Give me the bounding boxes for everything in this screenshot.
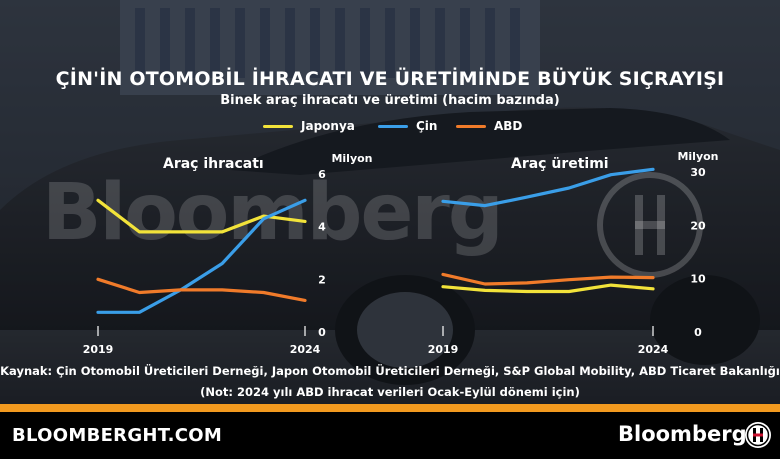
y-axis-unit-label: Milyon (331, 152, 372, 165)
panel-title: Araç üretimi (511, 156, 609, 172)
x-tick-label: 2019 (428, 343, 459, 356)
footer-site-link[interactable]: BLOOMBERGHT.COM (12, 425, 223, 446)
legend-label: ABD (494, 119, 523, 133)
y-tick-label: 6 (318, 168, 326, 181)
series-line-in (96, 198, 307, 314)
legend-swatch (263, 124, 293, 128)
legend-swatch (456, 124, 486, 128)
footer-brand: Bloomberg (618, 422, 747, 446)
footer: BLOOMBERGHT.COM Bloomberg (0, 412, 780, 459)
legend-label: Çin (416, 119, 438, 133)
y-axis-unit-label: Milyon (677, 150, 718, 163)
series-line-japonya (441, 283, 655, 294)
accent-band (0, 404, 780, 412)
y-tick-label: 10 (690, 273, 706, 286)
dark-overlay (0, 0, 780, 410)
legend-item-cin: Çin (378, 116, 437, 136)
legend-item-abd: ABD (456, 116, 522, 136)
y-tick-label: 30 (690, 166, 706, 179)
x-tick-label: 2024 (638, 343, 669, 356)
series-line-japonya (96, 198, 307, 234)
legend-label: Japonya (301, 119, 355, 133)
panel-title: Araç ihracatı (163, 156, 264, 172)
y-tick-label: 20 (690, 219, 706, 232)
y-tick-label: 0 (318, 326, 326, 339)
series-line-in (441, 167, 655, 208)
series-line-abd (96, 277, 307, 302)
series-line-abd (441, 272, 655, 286)
note-text: (Not: 2024 yılı ABD ihracat verileri Oca… (200, 385, 580, 399)
y-tick-label: 0 (694, 326, 702, 339)
legend: Japonya Çin ABD (245, 116, 545, 136)
source-text: Kaynak: Çin Otomobil Üreticileri Derneği… (0, 364, 780, 378)
legend-swatch (378, 124, 408, 128)
y-tick-label: 2 (318, 273, 326, 286)
watermark-logo-icon (597, 172, 703, 278)
x-tick-label: 2024 (290, 343, 321, 356)
legend-item-japonya: Japonya (263, 116, 355, 136)
ht-logo-icon (745, 422, 771, 448)
background-photo (0, 0, 780, 410)
chart-title: ÇİN'İN OTOMOBİL İHRACATI VE ÜRETİMİNDE B… (55, 68, 725, 90)
chart-subtitle: Binek araç ihracatı ve üretimi (hacim ba… (220, 93, 560, 108)
x-tick-label: 2019 (83, 343, 114, 356)
y-tick-label: 4 (318, 221, 326, 234)
charts-svg: Araç ihracatı Milyon 0 2 4 6 2019 2024 Araç üret… (83, 150, 719, 356)
